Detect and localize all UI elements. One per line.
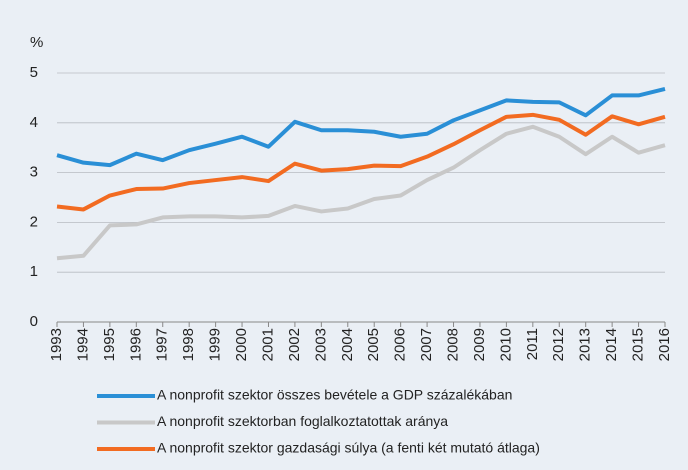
x-tick-label: 2010 xyxy=(497,328,514,361)
series-line xyxy=(56,112,666,212)
x-tick-label: 1998 xyxy=(180,328,197,361)
x-tick-label: 2009 xyxy=(471,328,488,361)
legend-label: A nonprofit szektor összes bevétele a GD… xyxy=(157,387,512,403)
y-tick-label: 0 xyxy=(30,313,38,330)
x-tick-label: 1999 xyxy=(207,328,224,361)
x-tick-label: 2007 xyxy=(418,328,435,361)
x-tick-label: 2004 xyxy=(339,328,356,361)
x-tick-label: 2016 xyxy=(656,328,673,361)
x-tick-label: 1996 xyxy=(127,328,144,361)
x-tick-label: 2015 xyxy=(630,328,647,361)
x-tick-label: 1994 xyxy=(74,328,91,361)
series-line xyxy=(56,124,666,261)
x-tick-label: 2001 xyxy=(259,328,276,361)
x-tick-label: 2012 xyxy=(550,328,567,361)
series-line xyxy=(56,86,666,168)
y-tick-label: 4 xyxy=(30,114,38,131)
x-tick-label: 2011 xyxy=(524,328,541,360)
y-tick-label: 3 xyxy=(30,164,38,181)
x-tick-label: 2008 xyxy=(444,328,461,361)
x-tick-label: 2006 xyxy=(392,328,409,361)
x-tick-label: 2000 xyxy=(233,328,250,361)
y-axis-label: % xyxy=(30,34,43,51)
x-tick-label: 2014 xyxy=(603,328,620,361)
x-tick-label: 2003 xyxy=(312,328,329,361)
y-tick-label: 2 xyxy=(30,213,38,230)
x-tick-label: 2013 xyxy=(577,328,594,361)
x-tick-label: 2002 xyxy=(286,328,303,361)
legend-label: A nonprofit szektor gazdasági súlya (a f… xyxy=(157,440,540,456)
legend-label: A nonprofit szektorban foglalkoztatottak… xyxy=(157,413,448,429)
y-tick-label: 1 xyxy=(30,263,38,280)
x-tick-label: 1997 xyxy=(154,328,171,361)
x-tick-label: 2005 xyxy=(365,328,382,361)
x-tick-label: 1995 xyxy=(101,328,118,361)
x-tick-label: 1993 xyxy=(48,328,65,361)
y-tick-label: 5 xyxy=(30,64,38,81)
